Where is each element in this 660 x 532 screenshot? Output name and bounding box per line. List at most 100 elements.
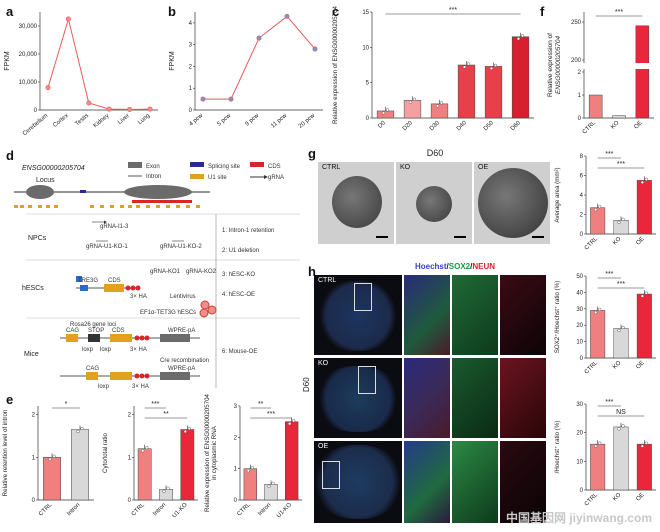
c-dot <box>439 101 444 105</box>
panel-label-e: e <box>6 392 14 407</box>
b-point <box>256 35 262 41</box>
g-ylabel: Average area (mm²) <box>554 167 561 222</box>
h1-dot <box>640 294 644 298</box>
b-ytick: 4 <box>189 21 193 27</box>
b-ytick: 2 <box>189 64 193 70</box>
e2-dot <box>166 486 170 490</box>
e3-ytick: 3 <box>234 404 238 410</box>
h1-sig-label: *** <box>617 281 625 288</box>
a-ytick: 10,000 <box>19 80 38 86</box>
panel-label-a: a <box>6 4 14 19</box>
g-dot <box>617 220 621 224</box>
g-dot <box>598 205 602 209</box>
chart-f: 0 1 2 200 250 CTRL KO OE *** Relative expression … <box>547 9 654 135</box>
svg-text:Cre recombination: Cre recombination <box>160 358 209 364</box>
f-ytick: 200 <box>571 58 582 64</box>
e3-dot <box>246 469 250 473</box>
a-point <box>147 106 153 112</box>
c-sig-label: *** <box>449 7 457 14</box>
h1-bar <box>590 310 606 359</box>
svg-text:gRNA-I1-3: gRNA-I1-3 <box>100 224 129 230</box>
h1-bar <box>613 328 629 359</box>
h1-ylabel: SOX2⁺/Hoechst⁺ ratio (%) <box>554 281 561 354</box>
svg-text:Intron: Intron <box>146 174 161 180</box>
g-dot <box>644 177 648 181</box>
e3-dot <box>292 419 296 423</box>
h1-ytick: 0 <box>580 356 584 362</box>
panel-label-h: h <box>308 264 316 279</box>
h1-ytick: 10 <box>576 340 583 346</box>
b-ylabel: FPKM <box>169 51 176 71</box>
svg-text:CAG: CAG <box>66 328 79 334</box>
e3-sig-label: ** <box>258 401 264 408</box>
c-bar <box>403 100 422 119</box>
e2-dot <box>183 429 187 434</box>
e2-sig-label: ** <box>163 411 169 418</box>
g-xtick: KO <box>612 236 623 247</box>
h2-sig-label: NS <box>616 409 626 416</box>
b-point <box>200 96 206 102</box>
h2-bar <box>613 426 629 491</box>
h-d60-label: D60 <box>302 377 311 392</box>
g-dot <box>621 217 625 221</box>
c-bar <box>376 110 395 119</box>
h-stain-legend: Hoechst/SOX2/NEUN <box>414 262 496 271</box>
g-title: D60 <box>426 148 444 158</box>
c-bar <box>430 103 449 119</box>
svg-text:gRNA-KO1: gRNA-KO1 <box>150 269 181 275</box>
a-xtick: Cerebellum <box>22 113 49 137</box>
e1-ytick: 0 <box>32 498 36 504</box>
c-dot <box>493 63 498 68</box>
g-ytick: 4 <box>580 193 584 199</box>
h1-dot <box>644 291 648 295</box>
h1-dot <box>594 310 598 315</box>
h2-ytick: 0 <box>580 488 584 494</box>
e2-dot <box>141 449 145 453</box>
a-ytick: 30,000 <box>19 24 38 30</box>
f-ytick: 250 <box>571 20 582 26</box>
c-bar <box>511 36 530 119</box>
panel-label-f: f <box>540 4 545 19</box>
b-xtick: 20 pcw <box>298 113 317 130</box>
g-ytick: 8 <box>580 154 584 160</box>
h2-xtick: KO <box>612 492 623 503</box>
g-xtick: CTRL <box>584 236 600 252</box>
b-xtick: 9 pcw <box>244 113 260 128</box>
e2-bar <box>159 489 173 501</box>
e3-xtick: Intron <box>257 502 272 517</box>
c-ytick: 5 <box>366 81 370 87</box>
e2-bar <box>180 429 195 501</box>
svg-text:WPRE-pA: WPRE-pA <box>168 328 195 334</box>
h2-xtick: OE <box>635 492 645 502</box>
h2-dot <box>617 427 621 431</box>
h1-ytick: 50 <box>576 274 583 280</box>
svg-text:hESCs: hESCs <box>22 285 44 292</box>
h2-bar <box>590 443 606 491</box>
e1-xtick: Intron <box>66 502 81 517</box>
c-ylabel: Relative expression of ENSG00000205704 <box>332 5 339 124</box>
h2-ylabel: /Hoechst⁺ ratio (%) <box>554 421 561 474</box>
panel-label-d: d <box>6 148 14 163</box>
panel-label-c: c <box>332 4 340 19</box>
chart-e1: 0 1 2 CTRL Intron * Relative retention level o… <box>2 401 94 517</box>
e3-dot <box>271 481 275 485</box>
a-ylabel: FPKM <box>4 51 11 71</box>
h-image-ko-zoom-merge <box>404 358 450 438</box>
c-xtick: D30 <box>429 120 441 132</box>
b-ytick: 1 <box>189 86 193 92</box>
h2-dot <box>594 444 598 448</box>
h-image-ctrl-zoom-neun <box>500 275 546 355</box>
e1-bar <box>43 457 61 501</box>
e3-bar <box>264 484 278 501</box>
svg-text:CDS: CDS <box>112 328 125 334</box>
svg-text:loxp: loxp <box>100 347 112 353</box>
e2-sig-label: *** <box>151 401 159 408</box>
e2-ylabel: Cyto/total ratio <box>102 433 109 473</box>
c-xtick: D60 <box>510 120 522 132</box>
exon-1 <box>26 185 54 199</box>
c-dot <box>462 65 467 69</box>
g-bar <box>636 180 652 235</box>
c-ytick: 0 <box>366 116 370 122</box>
a-point <box>106 106 112 112</box>
g-dot <box>640 180 644 184</box>
